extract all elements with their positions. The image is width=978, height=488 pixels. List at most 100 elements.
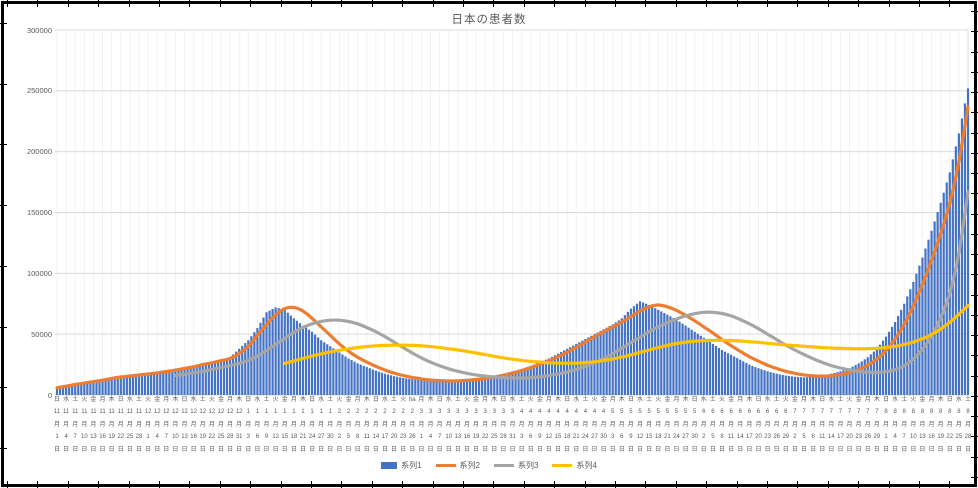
x-tick-label: 火 8 月 10 日 [909, 397, 917, 453]
x-tick-label: 火 5 月 18 日 [654, 397, 662, 453]
frame-tick [971, 153, 978, 154]
frame-tick [0, 327, 7, 328]
frame-tick [433, 0, 434, 7]
frame-tick [281, 481, 282, 488]
x-tick-label: 月 6 月 14 日 [736, 397, 744, 453]
x-tick-label: 木 8 月 19 日 [937, 397, 944, 453]
x-tick-label: 木 3 月 25 日 [490, 397, 498, 453]
frame-tick [971, 173, 978, 174]
legend-swatch-line-icon [552, 464, 573, 467]
frame-tick [189, 0, 190, 7]
frame-tick [129, 481, 130, 488]
legend-swatch-bar-icon [381, 462, 398, 469]
x-tick-label: 金 6 月 11 日 [728, 397, 735, 453]
frame-tick [971, 112, 978, 113]
x-tick-label: 土 2 月 20 日 [390, 397, 398, 453]
y-tick-label: 250000 [26, 86, 52, 96]
x-tick-label: 日 7 月 11 日 [819, 397, 826, 453]
frame-tick [828, 0, 829, 7]
x-tick-label: 土 5 月 15 日 [645, 397, 653, 453]
legend-item-series3[interactable]: 系列3 [494, 460, 538, 471]
x-tick-label: 土 4 月 24 日 [582, 397, 589, 453]
frame-tick [189, 481, 190, 488]
x-tick-label: 火 3 月 16 日 [463, 397, 471, 453]
x-tick-label: 火 1 月 12 日 [272, 397, 279, 453]
frame-tick [341, 0, 342, 7]
frame-tick [971, 436, 978, 437]
frame-tick [585, 481, 586, 488]
frame-tick [737, 481, 738, 488]
x-tick-label: 月 4 月 12 日 [545, 397, 553, 453]
x-tick-label: 土 7 月 17 日 [837, 397, 844, 453]
x-tick-label: 水 3 月 10 日 [445, 397, 453, 453]
frame-tick [737, 0, 738, 7]
x-tick-label: 木 12 月 31 日 [235, 397, 243, 453]
x-tick-label: 水 4 月 21 日 [572, 397, 580, 453]
frame-tick [37, 481, 38, 488]
x-tick-label: 土 12 月 19 日 [199, 397, 207, 453]
legend-item-series2[interactable]: 系列2 [435, 460, 480, 471]
x-tick-label: 木 4 月 15 日 [554, 397, 562, 453]
x-tick-label: 土 8 月 28 日 [964, 397, 972, 453]
frame-tick [68, 0, 69, 7]
frame-tick [919, 0, 920, 7]
chart-title: 日本の患者数 [451, 14, 527, 26]
frame-tick [971, 254, 978, 255]
x-tick-label: 木 1 月 21 日 [299, 397, 307, 453]
frame-tick [828, 481, 829, 488]
x-tick-label: 土 1 月 30 日 [326, 397, 334, 453]
legend-item-series4[interactable]: 系列4 [552, 460, 597, 471]
frame-tick [971, 335, 978, 336]
frame-tick [7, 0, 8, 7]
frame-tick [0, 144, 7, 145]
frame-tick [971, 396, 978, 397]
x-tick-label: 金 3 月 19 日 [472, 397, 480, 453]
frame-tick [159, 481, 160, 488]
x-tick-label: 火 12 月 1 日 [144, 397, 152, 453]
x-tick-label: 金 12 月 4 日 [153, 397, 161, 453]
frame-tick [971, 295, 978, 296]
frame-tick [0, 205, 7, 206]
x-tick-label: 月 3 月 22 日 [481, 397, 489, 453]
x-tick-label: 木 11 月 19 日 [108, 397, 115, 453]
frame-tick [372, 0, 373, 7]
x-tick-label: 水 5 月 12 日 [636, 397, 644, 453]
legend-label-series2: 系列2 [459, 461, 480, 470]
frame-tick [676, 481, 677, 488]
legend-item-series1[interactable]: 系列1 [381, 460, 422, 471]
x-tick-label: 火 2 月 23 日 [399, 397, 407, 453]
y-tick-label: 50000 [31, 329, 52, 339]
frame-tick [311, 0, 312, 7]
frame-tick [971, 234, 978, 235]
x-tick-label: 月 7 月 26 日 [864, 397, 872, 453]
frame-tick [372, 481, 373, 488]
frame-tick [585, 0, 586, 7]
frame-tick [706, 481, 707, 488]
x-tick-label: 水 11 月 25 日 [126, 397, 134, 453]
frame-tick [971, 92, 978, 93]
frame-tick [797, 481, 798, 488]
frame-tick [402, 0, 403, 7]
frame-tick [949, 481, 950, 488]
x-tick-label: 日 4 月 18 日 [563, 397, 571, 453]
frame-tick [463, 0, 464, 7]
legend: 系列1 系列2 系列3 系列4 [0, 460, 978, 471]
frame-tick [341, 481, 342, 488]
frame-tick [250, 481, 251, 488]
x-tick-label: 金 8 月 13 日 [919, 397, 926, 453]
frame-tick [889, 481, 890, 488]
x-tick-label: 月 8 月 16 日 [928, 397, 935, 453]
frame-tick [889, 0, 890, 7]
